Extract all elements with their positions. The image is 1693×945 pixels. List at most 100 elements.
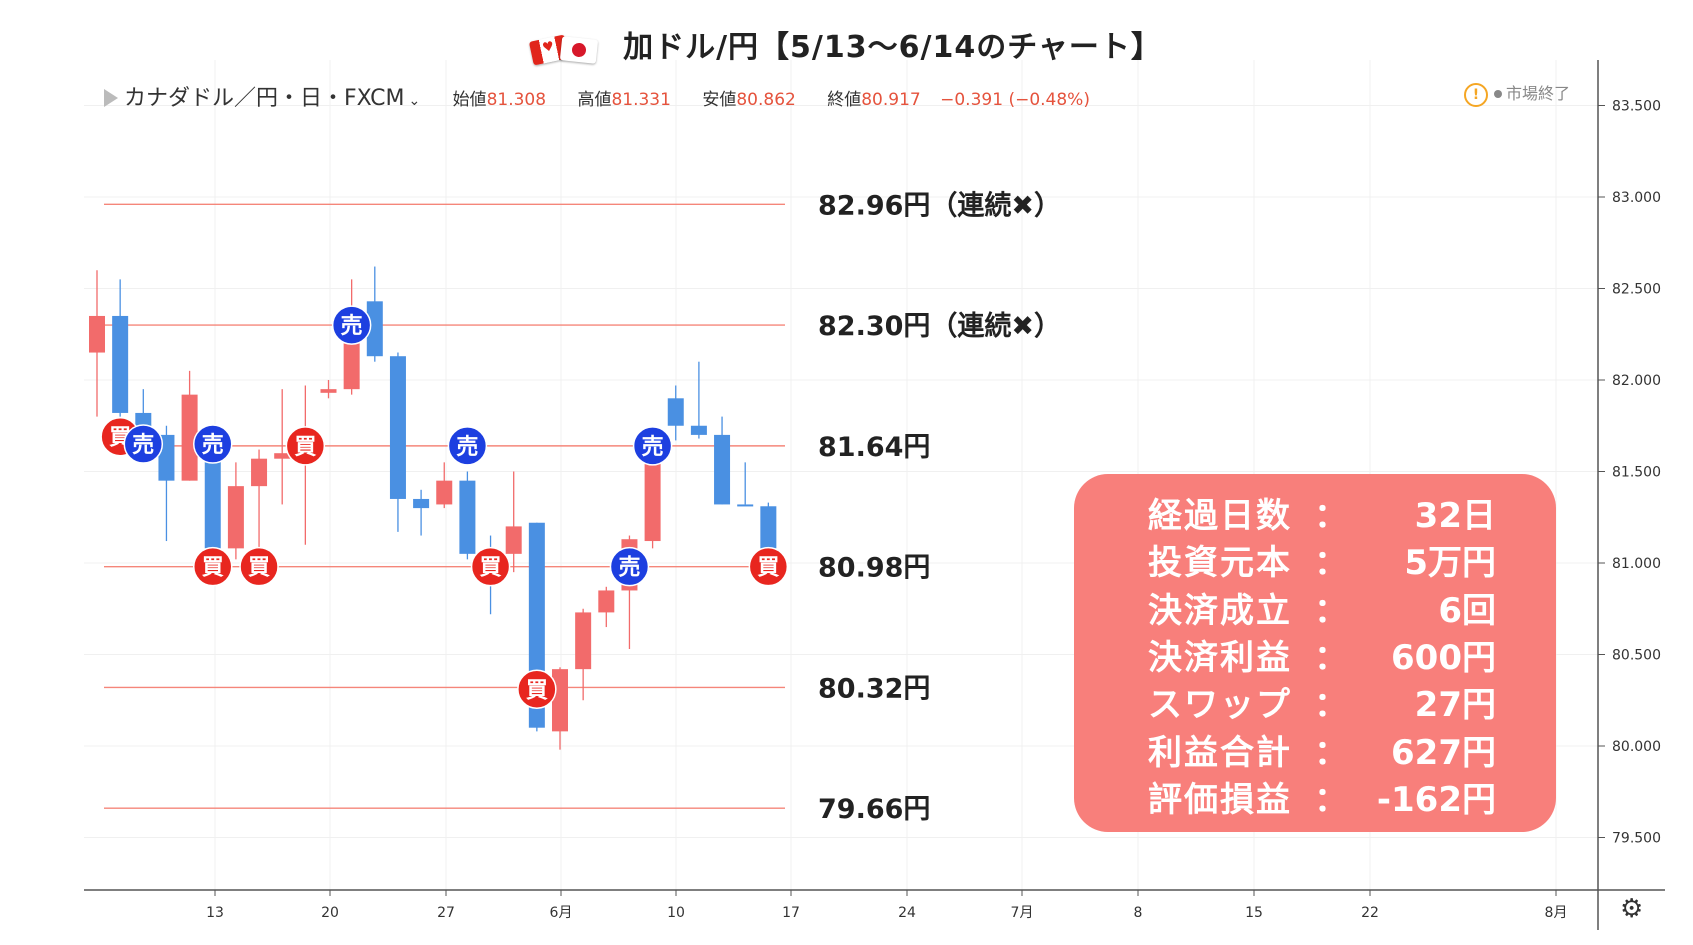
summary-colon: ： [1314, 543, 1348, 584]
x-tick-label: 22 [1361, 905, 1379, 921]
buy-marker-label: 買 [248, 556, 270, 581]
summary-label: 経過日数 [1148, 496, 1292, 536]
x-tick-label: 7月 [1011, 905, 1034, 921]
summary-value: 27円 [1414, 685, 1496, 726]
summary-colon: ： [1314, 732, 1348, 773]
price-change: −0.391 (−0.48%) [940, 90, 1090, 110]
summary-value: 5万円 [1404, 543, 1496, 584]
candle-body [320, 389, 337, 393]
candle-body [760, 506, 777, 549]
y-tick-label: 81.500 [1612, 465, 1661, 481]
candle-body [505, 526, 522, 554]
x-tick-label: 13 [206, 905, 224, 921]
summary-value: 32日 [1414, 496, 1496, 536]
level-label: 80.32円 [818, 673, 930, 704]
summary-colon: ： [1314, 779, 1348, 820]
level-label: 82.30円（連続✖） [818, 311, 1061, 342]
summary-label: スワップ [1148, 685, 1292, 726]
symbol-selector[interactable]: カナダドル／円・日・FXCM [124, 86, 405, 111]
buy-marker-label: 買 [757, 556, 779, 581]
sell-marker-label: 売 [642, 434, 664, 460]
summary-label: 決済利益 [1148, 637, 1292, 678]
sell-marker-label: 売 [202, 432, 224, 458]
level-label: 81.64円 [818, 432, 930, 463]
x-tick-label: 20 [321, 905, 339, 921]
y-axis: 83.500 83.000 82.500 82.000 81.500 81.000 80.5… [1597, 60, 1661, 930]
ohlc-low: 安値80.862 [702, 90, 796, 110]
summary-row: スワップ ： 27円 [1074, 677, 1556, 725]
candle-body [251, 458, 268, 487]
summary-label: 決済成立 [1148, 590, 1292, 631]
ohlc-high: 高値81.331 [577, 90, 671, 110]
candle-body [644, 440, 661, 542]
sell-marker [447, 426, 488, 466]
chart-title: 加ドル/円【5/13〜6/14のチャート】 [0, 22, 1693, 66]
summary-label: 評価損益 [1148, 779, 1292, 820]
candle-body [89, 315, 105, 353]
sell-marker [193, 424, 233, 464]
sell-marker-label: 売 [456, 434, 478, 460]
candle-body [436, 480, 453, 505]
sell-marker-label: 売 [132, 432, 154, 458]
level-label: 80.98円 [818, 553, 930, 584]
chevron-down-icon[interactable]: ⌄ [408, 93, 421, 109]
level-label: 82.96円（連続✖） [818, 190, 1061, 221]
buy-marker-label: 買 [294, 435, 316, 460]
candle-body [667, 398, 684, 426]
ohlc-open: 始値81.308 [452, 90, 547, 110]
chart-title-text: 加ドル/円【5/13〜6/14のチャート】 [623, 30, 1162, 65]
level-label: 79.66円 [818, 794, 930, 825]
warning-icon[interactable]: ! [1464, 83, 1488, 107]
sell-marker [609, 546, 650, 587]
buy-marker-label: 買 [202, 556, 224, 581]
candle-body [366, 301, 383, 357]
x-tick-label: 10 [667, 905, 685, 921]
x-tick-label: 27 [437, 905, 455, 921]
y-tick-label: 80.500 [1612, 648, 1661, 664]
x-axis: 13 20 27 6月 10 17 24 7月 8 15 22 8月 [84, 889, 1665, 921]
buy-marker [470, 546, 511, 587]
buy-marker [517, 669, 557, 710]
buy-marker [239, 546, 279, 587]
candle-body [227, 486, 244, 549]
ohlc-close: 終値80.917 [827, 90, 921, 110]
flags-icon [528, 34, 601, 65]
summary-colon: ： [1314, 496, 1348, 536]
summary-value: -162円 [1376, 779, 1496, 820]
candle-body [737, 504, 754, 507]
sell-marker [123, 424, 164, 464]
candle-body [598, 590, 615, 613]
market-status: ! 市場終了 [1464, 80, 1570, 107]
summary-value: 600円 [1391, 637, 1496, 678]
summary-row: 経過日数 ： 32日 [1074, 488, 1556, 536]
summary-row: 利益合計 ： 627円 [1074, 725, 1556, 773]
y-tick-label: 81.000 [1612, 556, 1661, 572]
candle-body [459, 480, 476, 554]
candle-body [274, 453, 291, 459]
buy-marker-label: 買 [480, 556, 502, 581]
chart-grid [84, 60, 1598, 895]
x-tick-label: 8 [1134, 905, 1143, 921]
symbol-info-bar: カナダドル／円・日・FXCM ⌄ 始値81.308 高値81.331 安値80.8… [104, 80, 1090, 112]
candle-body [690, 425, 707, 435]
summary-colon: ： [1314, 590, 1348, 631]
summary-value: 627円 [1391, 732, 1496, 773]
gear-icon[interactable]: ⚙ [1620, 894, 1644, 924]
trade-markers: 買売売買 買買売売買買売売買 [100, 305, 789, 710]
summary-row: 決済成立 ： 6回 [1074, 583, 1556, 631]
summary-label: 利益合計 [1148, 732, 1292, 773]
sell-marker [632, 426, 673, 466]
buy-marker [193, 546, 233, 587]
sell-marker [331, 305, 372, 345]
status-dot-icon [1494, 90, 1502, 98]
candle-body [552, 669, 568, 732]
buy-marker [285, 426, 326, 466]
sell-marker-label: 売 [618, 555, 640, 581]
x-tick-label: 15 [1245, 905, 1263, 921]
y-tick-label: 82.500 [1612, 282, 1661, 298]
buy-marker-label: 買 [526, 678, 548, 703]
summary-colon: ： [1314, 685, 1348, 726]
japan-flag-icon [559, 35, 599, 64]
bookmark-icon[interactable] [104, 89, 118, 107]
